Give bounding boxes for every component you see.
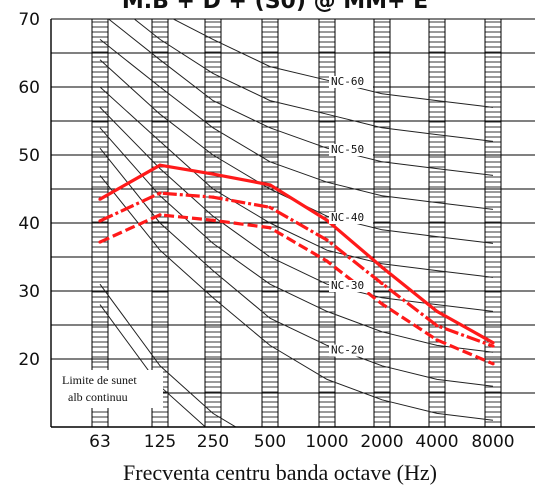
octave-band-column	[428, 19, 446, 427]
x-tick-label: 1000	[305, 432, 348, 452]
nc-curve-label: NC-50	[329, 143, 373, 156]
y-tick-label: 40	[18, 214, 40, 234]
nc-curve	[99, 147, 494, 387]
nc-curve	[107, 19, 494, 176]
white-noise-limit-curve	[99, 304, 207, 427]
series-point	[268, 205, 272, 209]
x-tick-label: 4000	[415, 432, 458, 452]
measured-series-1	[99, 163, 494, 345]
series-point	[211, 172, 215, 176]
nc-curve-label-text: NC-50	[331, 143, 364, 156]
measured-series-3	[99, 213, 494, 366]
y-tick-label: 60	[18, 78, 40, 98]
measured-series-2	[99, 191, 494, 348]
series-point	[98, 197, 102, 201]
series-point	[98, 240, 102, 244]
nc-curve-label-text: NC-40	[331, 211, 364, 224]
series-point	[435, 309, 439, 313]
x-tick-label: 8000	[471, 432, 514, 452]
octave-band-column	[91, 19, 109, 427]
x-tick-label: 500	[254, 432, 286, 452]
nc-curve-label: NC-30	[329, 279, 373, 292]
white-noise-limit-curve	[99, 283, 237, 427]
series-point	[325, 259, 329, 263]
nc-curve-label-text: NC-60	[331, 75, 364, 88]
series-point	[98, 219, 102, 223]
nc-curve	[99, 86, 494, 278]
nc-curve-label: NC-20	[329, 344, 373, 357]
series-point	[325, 218, 329, 222]
nc-curve	[133, 19, 494, 142]
y-tick-label: 50	[18, 146, 40, 166]
y-tick-label: 70	[18, 10, 40, 30]
series-point	[380, 281, 384, 286]
chart-title-fragment: M.B + D + (S0) @ MM+ E	[122, 0, 428, 14]
y-tick-label: 30	[18, 282, 40, 302]
series-point	[211, 195, 215, 199]
nc-curve	[99, 107, 494, 312]
y-tick-label: 20	[18, 350, 40, 370]
series-point	[491, 344, 495, 348]
series-point	[435, 324, 439, 328]
threshold-note: Limite de sunet alb continuu	[53, 370, 163, 408]
x-tick-label: 125	[144, 432, 176, 452]
nc-curve	[99, 127, 494, 353]
series-point	[211, 218, 215, 222]
x-tick-label: 250	[197, 432, 229, 452]
series-point	[435, 338, 439, 342]
x-tick-label: 63	[89, 432, 111, 452]
nc-curve-label-text: NC-30	[331, 279, 364, 292]
octave-band-column	[151, 19, 169, 427]
series-point	[380, 265, 384, 269]
series-point	[158, 163, 162, 167]
series-point	[268, 226, 272, 230]
nc-curve-label: NC-40	[329, 211, 373, 224]
nc-curve	[172, 19, 494, 108]
octave-band-column	[373, 19, 391, 427]
nc-curve-label: NC-60	[329, 75, 373, 88]
threshold-note-line: Limite de sunet	[62, 373, 137, 387]
series-point	[158, 191, 162, 195]
series-point	[491, 341, 495, 345]
nc-curve-label-text: NC-20	[331, 344, 364, 357]
threshold-note-line: alb continuu	[68, 390, 128, 404]
series-point	[491, 362, 495, 366]
x-axis-label: Frecventa centru banda octave (Hz)	[123, 460, 437, 485]
nc-curve	[99, 39, 494, 210]
series-point	[325, 238, 329, 242]
series-point	[380, 302, 384, 306]
x-tick-label: 2000	[360, 432, 403, 452]
series-point	[268, 183, 272, 187]
nc-curve	[99, 175, 494, 421]
series-point	[158, 213, 162, 217]
